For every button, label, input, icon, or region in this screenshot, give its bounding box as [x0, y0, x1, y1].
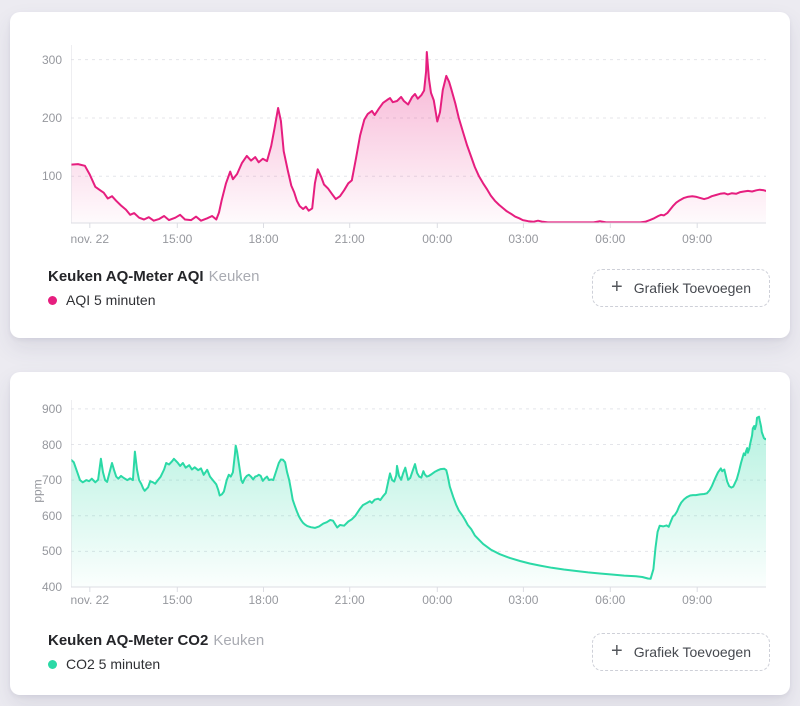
x-axis-tick-label: 06:00 [595, 593, 626, 607]
legend-label: CO2 5 minuten [66, 656, 161, 672]
y-axis-tick-label: 300 [41, 52, 62, 67]
legend-dot-icon [48, 295, 57, 305]
card-title-main: Keuken AQ-Meter CO2 [48, 632, 209, 649]
x-axis-tick-label: 00:00 [422, 593, 453, 607]
add-graph-label: Grafiek Toevoegen [633, 644, 751, 660]
chart-card-co2: ppm 400 500 600 700 800 900 nov. 22 15:00 18:00… [10, 372, 790, 695]
card-title-area: Keuken [208, 268, 260, 285]
card-title: Keuken AQ-Meter AQI Keuken [48, 268, 259, 285]
card-title: Keuken AQ-Meter CO2 Keuken [48, 632, 264, 649]
aqi-x-axis-labels: nov. 22 15:00 18:00 21:00 00:00 03:00 06:00 09:… [71, 232, 766, 248]
x-axis-tick-label: 18:00 [248, 232, 279, 246]
add-graph-button[interactable]: + Grafiek Toevoegen [592, 633, 770, 671]
co2-x-axis-labels: nov. 22 15:00 18:00 21:00 00:00 03:00 06:00 09:… [71, 593, 766, 609]
y-axis-tick-label: 900 [41, 401, 62, 416]
y-axis-tick-label: 100 [41, 169, 62, 184]
aqi-card-info: Keuken AQ-Meter AQI Keuken AQI 5 minuten [48, 268, 259, 308]
chart-card-aqi: 100 200 300 nov. 22 15:00 18:00 21:00 00:00 03:… [10, 12, 790, 338]
x-axis-tick-label: 21:00 [334, 593, 365, 607]
plus-icon: + [611, 276, 623, 298]
y-axis-tick-label: 700 [41, 473, 62, 488]
x-axis-tick-label: nov. 22 [70, 232, 110, 246]
co2-y-axis-labels: 400 500 600 700 800 900 [10, 400, 62, 594]
x-axis-tick-label: 15:00 [162, 232, 193, 246]
plus-icon: + [611, 640, 623, 662]
aqi-chart-plot[interactable] [70, 45, 767, 229]
legend-item-co2[interactable]: CO2 5 minuten [48, 656, 264, 672]
x-axis-tick-label: 06:00 [595, 232, 626, 246]
y-axis-tick-label: 200 [41, 111, 62, 125]
add-graph-button[interactable]: + Grafiek Toevoegen [592, 269, 770, 307]
legend-item-aqi[interactable]: AQI 5 minuten [48, 292, 259, 308]
legend-dot-icon [48, 659, 57, 669]
x-axis-tick-label: 21:00 [334, 232, 365, 246]
card-title-main: Keuken AQ-Meter AQI [48, 268, 204, 285]
y-axis-tick-label: 800 [41, 437, 62, 452]
x-axis-tick-label: nov. 22 [70, 593, 110, 607]
y-axis-tick-label: 600 [41, 508, 62, 523]
card-title-area: Keuken [213, 632, 265, 649]
x-axis-tick-label: 09:00 [682, 593, 713, 607]
x-axis-tick-label: 03:00 [508, 593, 539, 607]
x-axis-tick-label: 00:00 [422, 232, 453, 246]
co2-card-footer: Keuken AQ-Meter CO2 Keuken CO2 5 minuten … [48, 632, 770, 672]
co2-chart-plot[interactable] [70, 400, 767, 593]
y-axis-tick-label: 500 [41, 544, 62, 559]
x-axis-tick-label: 09:00 [682, 232, 713, 246]
co2-card-info: Keuken AQ-Meter CO2 Keuken CO2 5 minuten [48, 632, 264, 672]
y-axis-tick-label: 400 [41, 580, 62, 594]
aqi-y-axis-labels: 100 200 300 [10, 45, 62, 223]
x-axis-tick-label: 03:00 [508, 232, 539, 246]
aqi-card-footer: Keuken AQ-Meter AQI Keuken AQI 5 minuten … [48, 268, 770, 308]
x-axis-tick-label: 18:00 [248, 593, 279, 607]
x-axis-tick-label: 15:00 [162, 593, 193, 607]
legend-label: AQI 5 minuten [66, 292, 156, 308]
add-graph-label: Grafiek Toevoegen [633, 280, 751, 296]
